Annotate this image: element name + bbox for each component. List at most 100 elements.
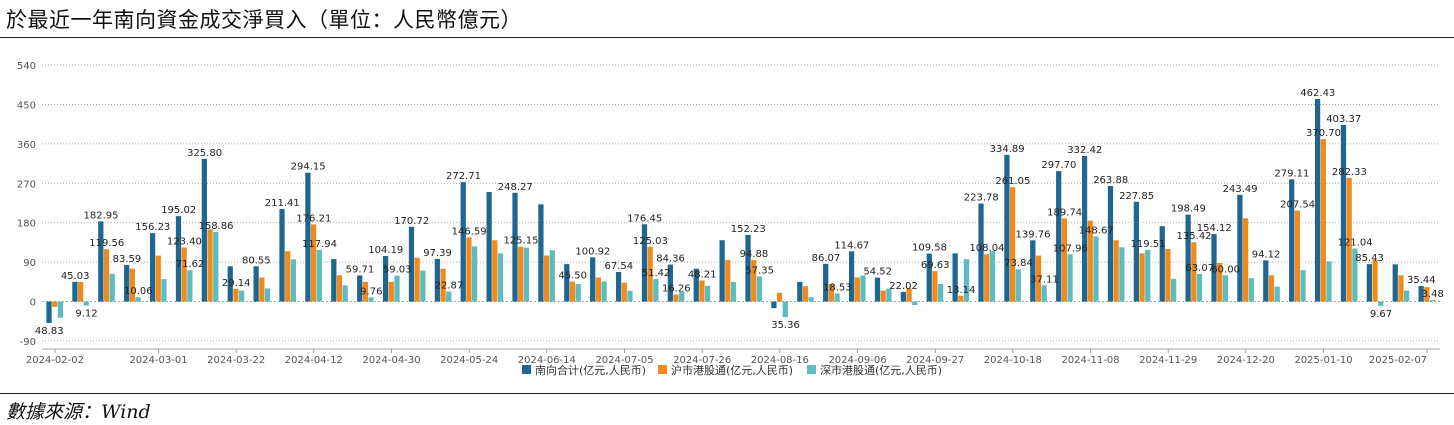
bar-series-2: [77, 281, 84, 302]
bar-series-2: [1087, 220, 1093, 302]
data-label: 294.15: [291, 162, 326, 173]
bar-series-3: [109, 273, 115, 302]
data-label: 117.94: [302, 239, 337, 250]
data-label: 176.21: [296, 213, 331, 224]
legend-label: 南向合计(亿元,人民币): [535, 363, 646, 377]
data-label: 104.19: [368, 245, 403, 256]
data-label: 3.48: [1422, 289, 1444, 300]
data-label: 148.67: [1079, 225, 1114, 236]
data-label: 263.88: [1093, 175, 1128, 186]
bar-series-2: [1165, 249, 1171, 302]
data-label: 9.76: [360, 286, 382, 297]
bar-series-1: [201, 158, 207, 302]
bar-series-3: [161, 279, 167, 302]
data-label: 195.02: [161, 205, 196, 216]
x-tick-label: 2025-01-10: [1294, 355, 1352, 366]
data-label: 156.23: [135, 222, 170, 233]
x-tick-label: 2024-02-02: [26, 355, 84, 366]
x-tick-label: 2024-11-29: [1139, 355, 1197, 366]
bar-series-1: [1056, 171, 1062, 302]
bar-series-2: [1191, 242, 1197, 302]
bar-series-1: [227, 266, 233, 302]
bar-series-1: [305, 172, 311, 302]
bar-series-1: [641, 224, 648, 302]
data-label: 207.54: [1280, 200, 1315, 211]
bar-series-2: [518, 246, 524, 302]
bar-series-2: [1398, 275, 1404, 302]
grid-layer: [42, 64, 1440, 342]
bar-series-1: [1340, 124, 1347, 302]
bar-series-1: [460, 182, 466, 302]
x-tick-label: 2024-05-24: [440, 355, 498, 366]
bar-series-2: [595, 277, 601, 302]
bar-series-1: [149, 233, 156, 302]
bar-series-1: [771, 301, 777, 309]
x-tick-label: 2024-06-14: [518, 355, 576, 366]
bar-series-2: [1294, 210, 1300, 302]
bar-series-1: [926, 253, 932, 302]
bar-series-2: [1320, 139, 1326, 302]
bar-series-3: [342, 285, 348, 302]
bar-series-3: [368, 297, 374, 302]
bar-series-1: [357, 275, 363, 302]
bar-series-2: [932, 271, 938, 302]
data-label: 108.04: [969, 243, 1004, 254]
legend: 南向合计(亿元,人民币) 沪市港股通(亿元,人民币) 深市港股通(亿元,人民币): [522, 363, 942, 377]
bar-series-2: [1139, 253, 1145, 302]
bar-series-2: [906, 288, 912, 302]
bar-series-1: [978, 203, 984, 302]
bar-series-3: [989, 250, 996, 302]
bar-series-3: [782, 301, 788, 318]
data-label: 71.62: [176, 259, 205, 270]
bar-series-2: [103, 249, 110, 302]
x-tick-label: 2025-02-07: [1369, 355, 1427, 366]
data-label: 13.14: [947, 285, 976, 296]
data-label: 462.43: [1300, 88, 1335, 99]
data-label-layer: 48.83 45.03 182.95 83.59 156.23 195.02 325.80 8…: [35, 88, 1444, 337]
bar-series-3: [1196, 273, 1203, 302]
bar-series-3: [575, 284, 581, 302]
bar-series-3: [1404, 290, 1410, 302]
data-label: 297.70: [1041, 160, 1076, 171]
data-label: 121.04: [1338, 238, 1373, 249]
data-label: 176.45: [627, 213, 662, 224]
bar-series-3: [1248, 278, 1254, 302]
bar-series-3: [1352, 248, 1358, 302]
bar-series-2: [414, 257, 420, 302]
bar-series-2: [880, 290, 886, 302]
bar-series-1: [1237, 194, 1243, 302]
bar-series-1: [538, 204, 544, 302]
data-label: 100.92: [575, 246, 610, 257]
bar-series-1: [1314, 98, 1321, 302]
bar-series-1: [279, 208, 285, 302]
bar-series-1: [1185, 214, 1191, 302]
bar-series-1: [175, 216, 182, 302]
bar-series-3: [756, 276, 763, 302]
bar-series-3: [886, 288, 892, 302]
bar-series-1: [98, 221, 104, 302]
bar-series-3: [1119, 247, 1125, 302]
data-label: 334.89: [990, 144, 1025, 155]
x-tick-label: 2024-08-16: [751, 355, 809, 366]
bar-series-1: [1289, 179, 1295, 302]
x-tick-label: 2024-04-30: [362, 355, 420, 366]
bar-series-1: [1133, 201, 1139, 302]
bar-series-2: [1242, 218, 1249, 302]
data-label: 86.07: [812, 253, 841, 264]
x-tick-label: 2024-07-05: [595, 355, 653, 366]
data-label: 152.23: [731, 224, 766, 235]
data-label: 125.03: [633, 236, 668, 247]
data-label: 325.80: [187, 148, 222, 159]
data-label: 146.59: [452, 226, 487, 237]
bar-series-1: [848, 251, 855, 302]
bar-series-1: [719, 240, 725, 302]
bar-series-2: [1035, 255, 1042, 302]
bar-series-1: [615, 271, 622, 302]
data-label: 139.76: [1016, 229, 1051, 240]
data-label: 35.36: [771, 320, 800, 331]
bar-series-3: [187, 270, 193, 302]
bar-series-2: [129, 268, 135, 302]
data-label: 9.12: [75, 309, 97, 320]
bar-series-2: [440, 268, 446, 302]
y-tick-label: 0: [30, 298, 36, 309]
